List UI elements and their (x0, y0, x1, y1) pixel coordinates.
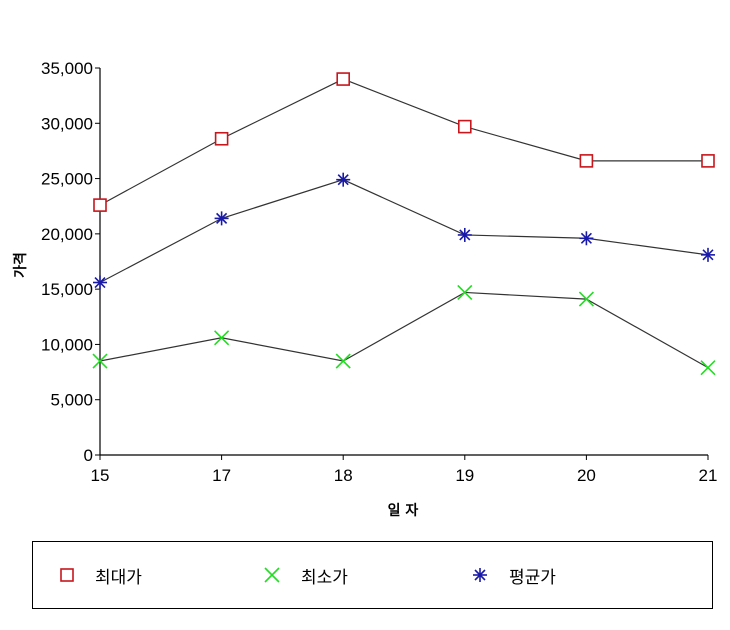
x-tick-label: 21 (699, 466, 718, 485)
series-markers (92, 72, 716, 376)
legend-item-min: 최소가 (263, 542, 348, 608)
y-tick-label: 25,000 (41, 170, 93, 189)
series-lines (99, 78, 709, 369)
data-point-x (335, 353, 351, 369)
data-point-square (579, 154, 594, 168)
data-point-x (214, 330, 230, 346)
data-point-asterisk (93, 275, 107, 290)
x-tick-label: 18 (334, 466, 353, 485)
data-point-square (93, 198, 107, 212)
legend-item-max: 최대가 (59, 542, 142, 608)
y-tick-label: 10,000 (41, 335, 93, 354)
series-line-0 (99, 78, 708, 206)
x-marker-icon (264, 567, 280, 583)
y-tick-label: 30,000 (41, 114, 93, 133)
data-point-x (92, 353, 108, 369)
data-point-asterisk (336, 172, 351, 187)
y-tick-label: 35,000 (41, 59, 93, 78)
y-tick-label: 0 (84, 446, 93, 465)
data-point-x (700, 360, 716, 376)
data-point-asterisk (457, 227, 472, 242)
y-tick-label: 20,000 (41, 225, 93, 244)
series-line-2 (99, 179, 709, 284)
x-tick-label: 15 (91, 466, 110, 485)
legend-label-min: 최소가 (301, 567, 348, 588)
y-tick-label: 5,000 (50, 391, 93, 410)
x-tick-label: 20 (577, 466, 596, 485)
x-axis-title: 일 자 (388, 503, 419, 519)
data-point-square (457, 119, 472, 134)
y-axis: 0 5,000 10,000 15,000 20,000 25,000 30,000 35,0… (41, 59, 101, 465)
data-point-asterisk (701, 247, 715, 262)
asterisk-marker-icon (473, 568, 487, 582)
y-tick-label: 15,000 (41, 280, 93, 299)
series-line-1 (99, 291, 709, 369)
data-point-square (336, 72, 351, 86)
y-axis-title: 가격 (12, 252, 29, 278)
x-tick-label: 17 (212, 466, 231, 485)
legend-item-avg: 평균가 (471, 542, 556, 608)
data-point-x (457, 284, 473, 301)
x-axis: 15 17 18 19 20 21 (91, 454, 718, 485)
data-point-asterisk (579, 231, 594, 246)
legend-label-avg: 평균가 (509, 567, 556, 588)
x-tick-label: 19 (455, 466, 474, 485)
legend-label-max: 최대가 (95, 567, 142, 588)
data-point-square (701, 154, 715, 168)
data-point-x (578, 291, 594, 307)
square-marker-icon (60, 568, 74, 582)
data-point-square (214, 131, 229, 146)
legend: 최대가 최소가 평균가 (32, 541, 713, 609)
line-chart: 0 5,000 10,000 15,000 20,000 25,000 30,000 35,0… (12, 59, 718, 519)
data-point-asterisk (214, 211, 229, 226)
